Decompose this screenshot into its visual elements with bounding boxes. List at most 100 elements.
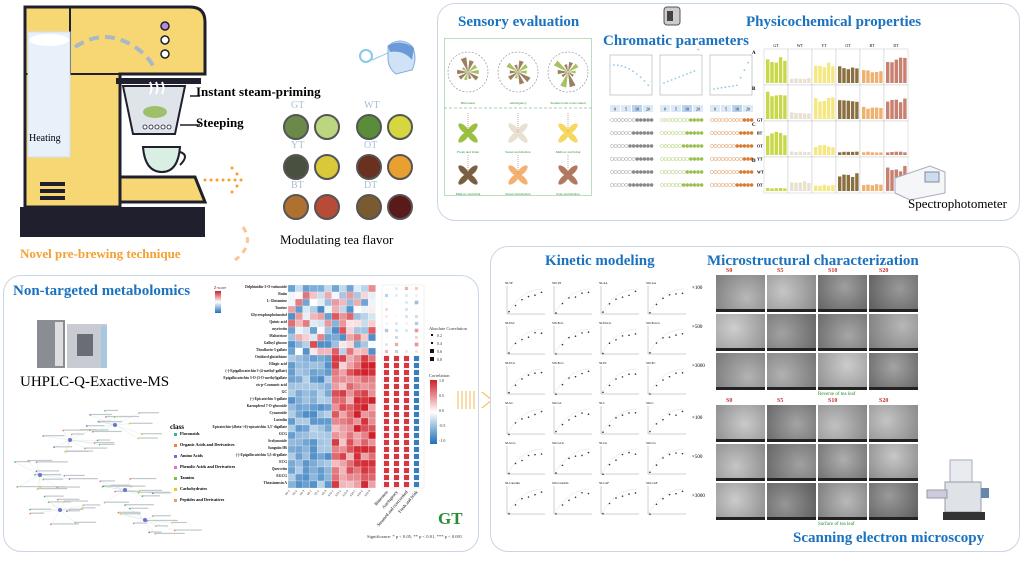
bar — [866, 70, 870, 83]
correlation-square — [405, 308, 408, 311]
color-swatch — [724, 118, 729, 122]
metabolite-label: GCG — [278, 432, 287, 436]
heatmap-cell — [346, 291, 354, 300]
kinetic-data-point — [681, 332, 684, 335]
correlation-square — [403, 355, 410, 362]
network-node-label — [57, 498, 80, 500]
flower-petal — [558, 165, 570, 177]
magnification-label: ×3000 — [692, 494, 705, 499]
bar — [778, 95, 783, 119]
scatter-plot-frame — [609, 54, 653, 96]
heatmap-cell — [324, 389, 332, 398]
class-marker — [174, 466, 177, 469]
heatmap-cell — [368, 473, 376, 482]
abs-corr-swatch — [430, 341, 434, 345]
corr-tick: 0.5 — [439, 393, 444, 398]
heatmap-cell — [287, 340, 296, 349]
bar — [826, 146, 831, 155]
correlation-square — [393, 411, 400, 418]
network-node — [155, 525, 157, 528]
network-node — [96, 439, 99, 442]
network-node — [91, 431, 94, 433]
heatmap-cell — [346, 466, 354, 475]
heatmap-cell — [346, 326, 354, 335]
heatmap-cell — [302, 431, 311, 440]
color-swatch — [735, 170, 739, 174]
color-swatch — [620, 157, 625, 161]
kinetic-data-point — [628, 294, 630, 297]
heatmap-cell — [287, 382, 296, 391]
tea-leaf-sample — [283, 194, 309, 220]
heatmap-cell — [302, 305, 311, 314]
kinetic-data-point — [568, 336, 570, 339]
heatmap-cell — [287, 403, 296, 412]
correlation-square — [395, 315, 398, 318]
sample-tick-label: S10-2 — [334, 489, 342, 497]
kinetic-fit-curve — [648, 488, 685, 514]
kinetic-data-point — [574, 375, 577, 378]
scatter-point — [724, 86, 727, 89]
heatmap-cell — [338, 417, 347, 426]
heatmap-cell — [317, 438, 325, 447]
heatmap-cell — [309, 361, 318, 370]
row-label: YT — [757, 157, 763, 162]
bar — [807, 78, 811, 83]
kinetic-axes — [553, 286, 592, 315]
kinetic-data-point — [602, 352, 604, 355]
heatmap-cell — [353, 389, 362, 398]
kinetic-data-point — [527, 454, 530, 457]
kinetic-axes — [553, 406, 592, 435]
kinetic-data-point — [514, 462, 517, 465]
heatmap-cell — [338, 298, 347, 307]
flower-petal — [466, 173, 478, 185]
metabolomics-panel — [3, 275, 479, 552]
color-swatch — [721, 183, 725, 187]
radar-petal — [468, 72, 479, 81]
kinetic-axes — [600, 326, 639, 355]
bar — [842, 68, 846, 83]
color-swatch — [721, 144, 725, 148]
color-swatch — [631, 183, 636, 187]
heatmap-cell — [324, 410, 332, 419]
bar — [831, 147, 835, 155]
heatmap-cell — [324, 340, 332, 349]
bar — [814, 98, 818, 119]
heatmap-cell — [324, 375, 332, 384]
heatmap-cell — [346, 305, 354, 314]
kinetic-data-point — [527, 496, 530, 498]
heatmap-cell — [360, 361, 369, 370]
heatmap-cell — [309, 368, 318, 377]
kinetic-data-point — [668, 294, 671, 296]
color-swatch — [721, 131, 725, 135]
heatmap-cell — [302, 410, 311, 419]
color-swatch — [617, 183, 622, 187]
flower-petal — [458, 165, 470, 177]
heatmap-cell — [302, 389, 311, 398]
heatmap-cell — [302, 480, 311, 489]
heatmap-cell — [353, 368, 362, 377]
correlation-square — [385, 301, 388, 304]
button-icon — [160, 21, 170, 31]
heatmap-cell — [338, 347, 347, 356]
kinetic-data-point — [634, 290, 637, 293]
color-swatch — [717, 131, 721, 135]
correlation-square — [403, 474, 410, 481]
correlation-square — [393, 432, 400, 439]
network-node-label — [17, 485, 43, 488]
heatmap-cell — [353, 480, 362, 489]
sem-micrograph — [767, 353, 816, 390]
correlation-square — [403, 432, 410, 439]
network-node-label — [131, 485, 146, 487]
kinetic-data-point — [675, 452, 677, 454]
correlation-square — [405, 336, 408, 339]
bar — [850, 176, 855, 191]
correlation-square — [413, 390, 420, 397]
kinetic-data-point — [568, 377, 570, 379]
network-edge — [39, 474, 70, 480]
kinetic-fit-curve — [648, 288, 685, 314]
color-swatch — [696, 131, 700, 135]
network-node — [128, 422, 131, 425]
color-swatch — [610, 183, 614, 187]
network-edge — [120, 514, 146, 521]
color-swatch — [685, 144, 689, 148]
